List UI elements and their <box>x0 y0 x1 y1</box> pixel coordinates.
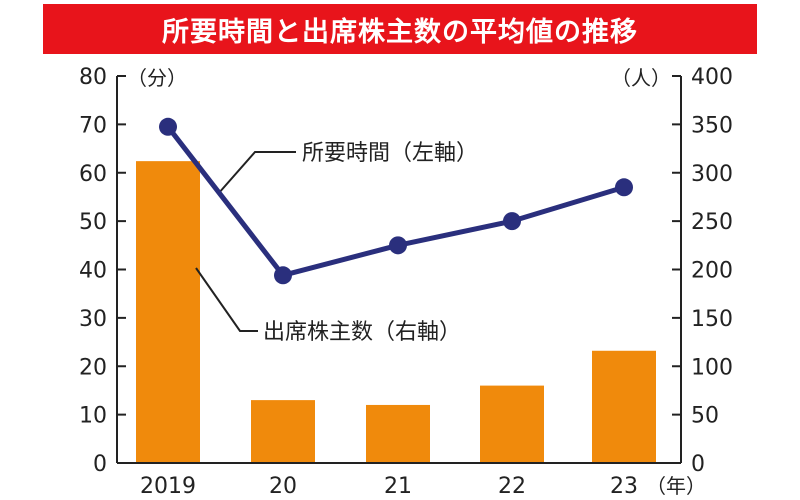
left-tick-label-60: 60 <box>79 162 107 187</box>
line-series <box>159 117 633 285</box>
bar-21 <box>366 404 430 463</box>
left-tick-label-30: 30 <box>79 307 107 332</box>
right-tick-label-350: 350 <box>691 113 733 138</box>
bar-22 <box>480 385 544 463</box>
right-tick-label-0: 0 <box>691 452 705 477</box>
x-tick-label-22: 22 <box>498 474 526 499</box>
bar-23 <box>592 350 656 463</box>
line-point-20 <box>274 266 292 285</box>
x-tick-label-21: 21 <box>384 474 412 499</box>
right-tick-label-300: 300 <box>691 162 733 187</box>
right-tick-label-100: 100 <box>691 355 733 380</box>
right-tick-label-250: 250 <box>691 210 733 235</box>
left-tick-label-70: 70 <box>79 113 107 138</box>
x-axis-unit: （年） <box>646 474 706 498</box>
callouts: 所要時間（左軸） 出席株主数（右軸） <box>195 141 478 345</box>
callout-label-attendees: 出席株主数（右軸） <box>263 320 461 345</box>
x-tick-label-2019: 2019 <box>140 474 196 499</box>
callout-line-attendees <box>195 267 258 332</box>
line-point-23 <box>615 178 633 197</box>
line-point-21 <box>389 236 407 255</box>
left-tick-label-20: 20 <box>79 355 107 380</box>
callout-line-time <box>217 151 296 195</box>
line-point-22 <box>503 212 521 231</box>
x-tick-label-20: 20 <box>269 474 297 499</box>
left-tick-label-10: 10 <box>79 404 107 429</box>
line-point-2019 <box>159 117 177 136</box>
right-tick-label-400: 400 <box>691 65 733 90</box>
callout-label-time: 所要時間（左軸） <box>302 141 478 166</box>
bar-2019 <box>136 161 200 463</box>
x-tick-label-23: 23 <box>610 474 638 499</box>
bar-20 <box>251 400 315 463</box>
left-tick-label-50: 50 <box>79 210 107 235</box>
bar-series <box>136 161 656 463</box>
left-tick-label-40: 40 <box>79 259 107 284</box>
right-axis-unit: （人） <box>611 66 671 90</box>
right-tick-label-50: 50 <box>691 404 719 429</box>
chart-title: 所要時間と出席株主数の平均値の推移 <box>162 16 638 48</box>
right-tick-label-200: 200 <box>691 259 733 284</box>
title-bar: 所要時間と出席株主数の平均値の推移 <box>43 4 757 54</box>
axes <box>116 75 682 464</box>
right-tick-label-150: 150 <box>691 307 733 332</box>
axis-labels: 0 10 20 30 40 50 60 70 80 0 50 100 150 200 250 300 350 40… <box>79 65 733 499</box>
left-axis-unit: （分） <box>127 66 187 90</box>
left-tick-label-0: 0 <box>93 452 107 477</box>
left-tick-label-80: 80 <box>79 65 107 90</box>
